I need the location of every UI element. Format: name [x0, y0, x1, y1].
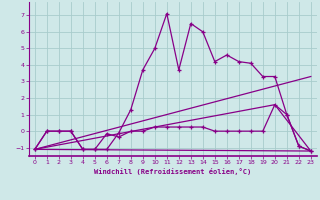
- X-axis label: Windchill (Refroidissement éolien,°C): Windchill (Refroidissement éolien,°C): [94, 168, 252, 175]
